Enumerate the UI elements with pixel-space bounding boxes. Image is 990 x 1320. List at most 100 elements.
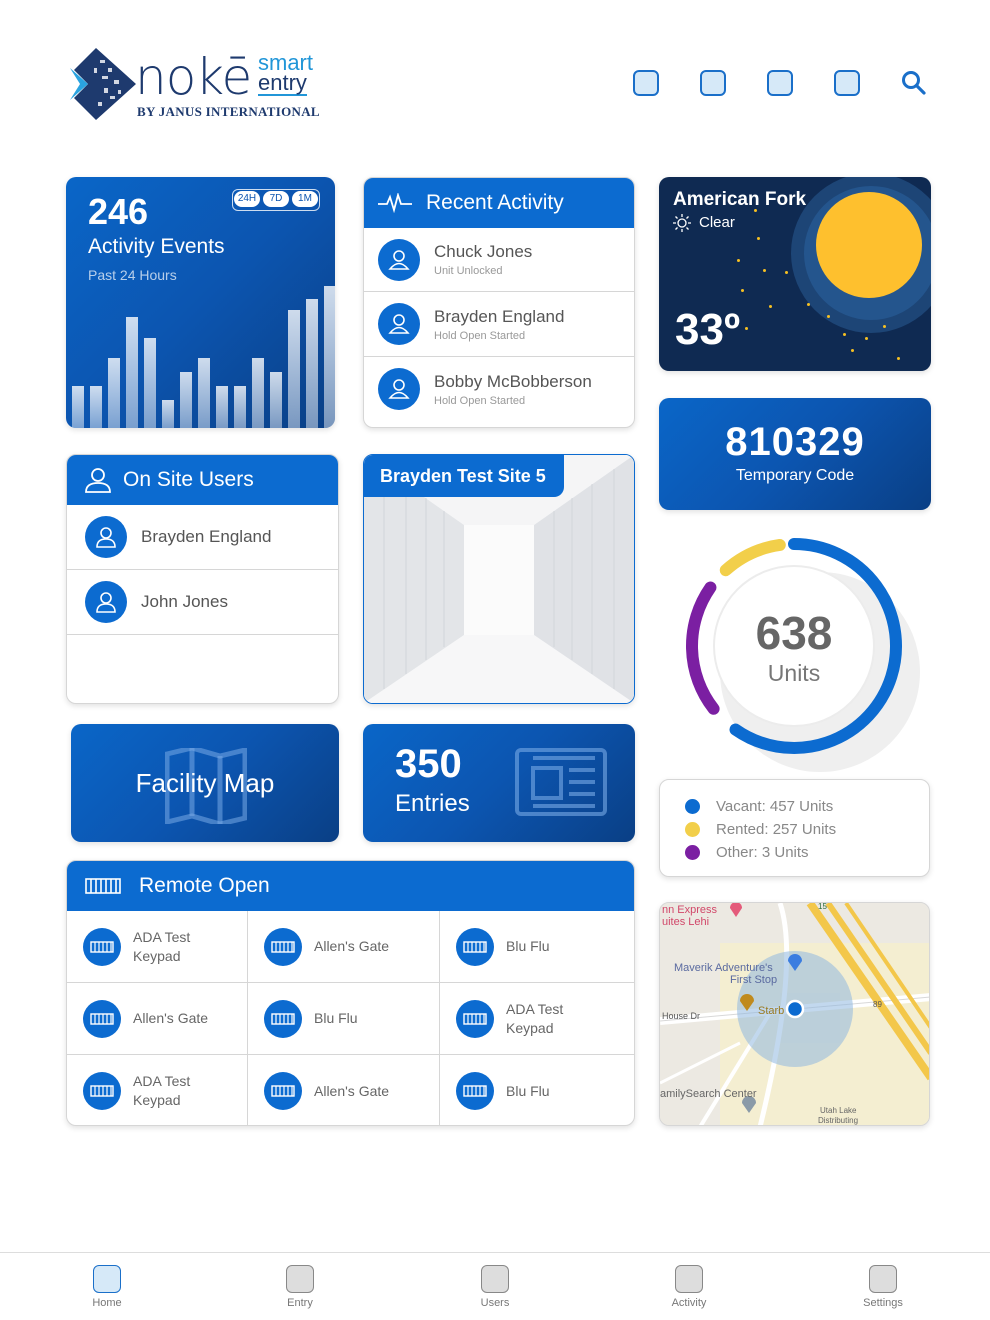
- donut-svg: [686, 538, 902, 754]
- remote-open-title: Remote Open: [139, 874, 270, 897]
- temporary-code-card[interactable]: 810329 Temporary Code: [659, 398, 931, 510]
- activity-row[interactable]: Chuck Jones Unit Unlocked: [364, 228, 634, 292]
- remote-gate-button[interactable]: Allen's Gate: [248, 1055, 440, 1125]
- gate-icon: [456, 1072, 494, 1110]
- map-label: uites Lehi: [662, 916, 709, 928]
- remote-gate-button[interactable]: Allen's Gate: [248, 911, 440, 983]
- activity-bar-chart: [72, 277, 335, 428]
- units-donut-chart: 638 Units: [680, 532, 930, 772]
- activity-bar: [90, 386, 102, 428]
- remote-gate-button[interactable]: ADA Test Keypad: [67, 911, 248, 983]
- remote-gate-label: ADA Test Keypad: [133, 928, 191, 964]
- nav-home[interactable]: Home: [67, 1265, 147, 1309]
- legend-rented-label: Rented: 257 Units: [716, 821, 837, 838]
- on-site-user-row[interactable]: John Jones: [67, 570, 338, 635]
- entries-count: 350: [395, 742, 462, 786]
- recent-activity-header[interactable]: Recent Activity: [364, 178, 634, 228]
- gate-icon: [83, 1072, 121, 1110]
- site-card[interactable]: Brayden Test Site 5: [363, 454, 635, 704]
- map-label: amilySearch Center: [660, 1088, 757, 1100]
- legend-other-label: Other: 3 Units: [716, 844, 809, 861]
- nav-entry[interactable]: Entry: [260, 1265, 340, 1309]
- remote-gate-button[interactable]: Allen's Gate: [67, 983, 248, 1055]
- user-icon: [85, 468, 111, 493]
- header-button-1[interactable]: [633, 70, 659, 96]
- activity-bar: [72, 386, 84, 428]
- pulse-icon: [378, 193, 412, 213]
- donut-other-segment: [686, 581, 720, 715]
- temporary-code-label: Temporary Code: [735, 467, 855, 484]
- map-label: Maverik Adventure's: [674, 962, 773, 974]
- map-label: First Stop: [730, 974, 777, 986]
- activity-user-name: Brayden England: [434, 306, 565, 326]
- temporary-code-value: 810329: [725, 420, 865, 464]
- timeframe-24h[interactable]: 24H: [234, 191, 260, 207]
- nav-entry-label: Entry: [287, 1297, 313, 1309]
- home-icon: [93, 1265, 121, 1293]
- remote-open-card: Remote Open ADA Test Keypad Allen's Gate B…: [66, 860, 635, 1126]
- timeframe-1m[interactable]: 1M: [292, 191, 318, 207]
- activity-bar: [306, 298, 318, 428]
- user-avatar-icon: [85, 516, 127, 558]
- activity-bar: [108, 358, 120, 428]
- facility-map-label: Facility Map: [135, 768, 275, 798]
- timeframe-selector: [232, 189, 320, 211]
- activity-bar: [198, 358, 210, 428]
- remote-gate-label: Allen's Gate: [314, 1082, 390, 1099]
- donut-center: [713, 565, 875, 727]
- on-site-users-title: On Site Users: [123, 468, 254, 491]
- on-site-users-card: On Site Users Brayden England John Jones: [66, 454, 339, 704]
- legend-dot: [685, 799, 700, 814]
- remote-gate-button[interactable]: Blu Flu: [248, 983, 440, 1055]
- remote-gate-button[interactable]: ADA Test Keypad: [67, 1055, 248, 1125]
- activity-status: Hold Open Started: [434, 329, 526, 342]
- map-label: Utah Lake: [820, 1106, 857, 1115]
- remote-gate-label: Allen's Gate: [314, 938, 390, 954]
- activity-bar: [144, 337, 156, 428]
- activity-events-count: 246: [88, 191, 149, 232]
- on-site-user-name: Brayden England: [141, 527, 272, 546]
- activity-bar: [252, 358, 264, 428]
- gate-icon: [264, 927, 302, 966]
- facility-map-button[interactable]: Facility Map: [71, 724, 339, 842]
- units-label: Units: [767, 660, 821, 686]
- nav-settings[interactable]: Settings: [843, 1265, 923, 1309]
- header-button-2[interactable]: [700, 70, 726, 96]
- gate-icon: [456, 999, 494, 1038]
- nav-users[interactable]: Users: [455, 1265, 535, 1309]
- weather-city: American Fork: [673, 189, 807, 210]
- activity-user-name: Chuck Jones: [434, 242, 533, 261]
- activity-row[interactable]: Bobby McBobberson Hold Open Started: [364, 357, 634, 421]
- newspaper-icon: [515, 748, 607, 816]
- on-site-user-name: John Jones: [141, 592, 228, 611]
- activity-events-card[interactable]: 246 Activity Events Past 24 Hours 24H 7D…: [66, 177, 335, 428]
- remote-gate-button[interactable]: Blu Flu: [440, 1055, 634, 1125]
- remote-open-header[interactable]: Remote Open: [67, 861, 634, 911]
- donut-rented-segment: [719, 538, 786, 577]
- donut-vacant-segment: [729, 538, 902, 754]
- header-button-4[interactable]: [834, 70, 860, 96]
- remote-gate-label: ADA Test Keypad: [133, 1073, 191, 1108]
- units-legend: Vacant: 457 Units Rented: 257 Units Othe…: [659, 779, 930, 877]
- nav-activity[interactable]: Activity: [649, 1265, 729, 1309]
- remote-gate-label: ADA Test Keypad: [506, 1000, 564, 1036]
- timeframe-7d[interactable]: 7D: [263, 191, 289, 207]
- remote-gate-button[interactable]: ADA Test Keypad: [440, 983, 634, 1055]
- activity-row[interactable]: Brayden England Hold Open Started: [364, 292, 634, 357]
- logo-wordmark: nokē: [135, 48, 252, 106]
- header-button-3[interactable]: [767, 70, 793, 96]
- weather-card[interactable]: American Fork Clear 33º: [659, 177, 931, 371]
- gate-icon: [83, 927, 121, 966]
- activity-bar: [234, 386, 246, 428]
- on-site-users-header[interactable]: On Site Users: [67, 455, 338, 505]
- map-label: 15: [818, 903, 827, 911]
- activity-bar: [162, 400, 174, 428]
- location-map[interactable]: nn Express uites Lehi Maverik Adventure'…: [659, 902, 930, 1126]
- logo-byline: BY JANUS INTERNATIONAL: [137, 104, 320, 119]
- entries-card[interactable]: 350 Entries: [363, 724, 635, 842]
- remote-gate-button[interactable]: Blu Flu: [440, 911, 634, 983]
- recent-activity-card: Recent Activity Chuck Jones Unit Unlocked…: [363, 177, 635, 428]
- search-icon[interactable]: [901, 70, 927, 96]
- site-title: Brayden Test Site 5: [364, 455, 564, 497]
- on-site-user-row[interactable]: Brayden England: [67, 505, 338, 570]
